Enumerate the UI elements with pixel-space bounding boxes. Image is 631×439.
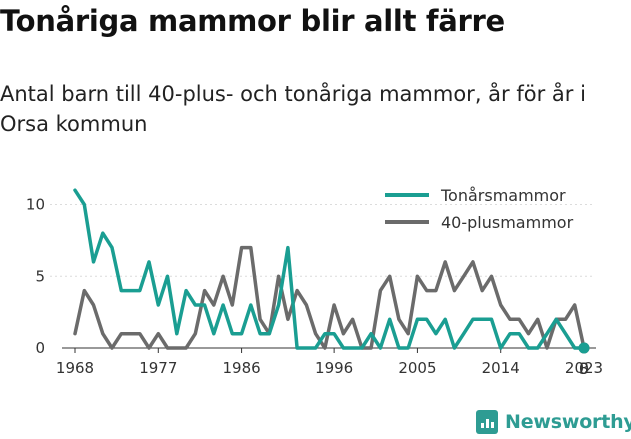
legend-label: Tonårsmammor xyxy=(440,186,566,205)
y-tick-label: 0 xyxy=(35,339,45,357)
x-tick-label: 1986 xyxy=(222,359,260,377)
series-line-40-plusmammor xyxy=(73,245,586,350)
legend-label: 40-plusmammor xyxy=(441,213,574,232)
x-tick-label: 1996 xyxy=(315,359,353,377)
grid-lines xyxy=(50,204,594,277)
x-tick-label: 2014 xyxy=(482,359,520,377)
legend: Tonårsmammor 40-plusmammor xyxy=(385,186,574,232)
y-tick-label: 10 xyxy=(26,196,45,214)
y-axis: 0 5 10 xyxy=(26,196,45,357)
end-labels: 30 xyxy=(578,342,590,378)
series-lines xyxy=(73,188,586,350)
x-axis: 1968 1977 1986 1996 2005 2014 2023 xyxy=(56,347,603,377)
chart-subtitle: Antal barn till 40-plus- och tonåriga ma… xyxy=(0,82,586,136)
end-value-label: 3 xyxy=(579,359,589,378)
x-tick-label: 1977 xyxy=(139,359,177,377)
x-tick-label: 2005 xyxy=(398,359,436,377)
end-point-tonårsmammor xyxy=(578,342,590,354)
newsworthy-logo-icon xyxy=(476,410,498,434)
series-line-tonårsmammor xyxy=(73,188,586,350)
chart-title: Tonåriga mammor blir allt färre xyxy=(0,4,505,38)
end-value-label: 0 xyxy=(579,359,589,378)
x-tick-label: 1968 xyxy=(56,359,94,377)
brand-name: Newsworthy xyxy=(505,411,631,433)
brand-logo: Newsworthy xyxy=(476,407,631,437)
y-tick-label: 5 xyxy=(35,267,45,285)
x-tick-label: 2023 xyxy=(565,359,603,377)
